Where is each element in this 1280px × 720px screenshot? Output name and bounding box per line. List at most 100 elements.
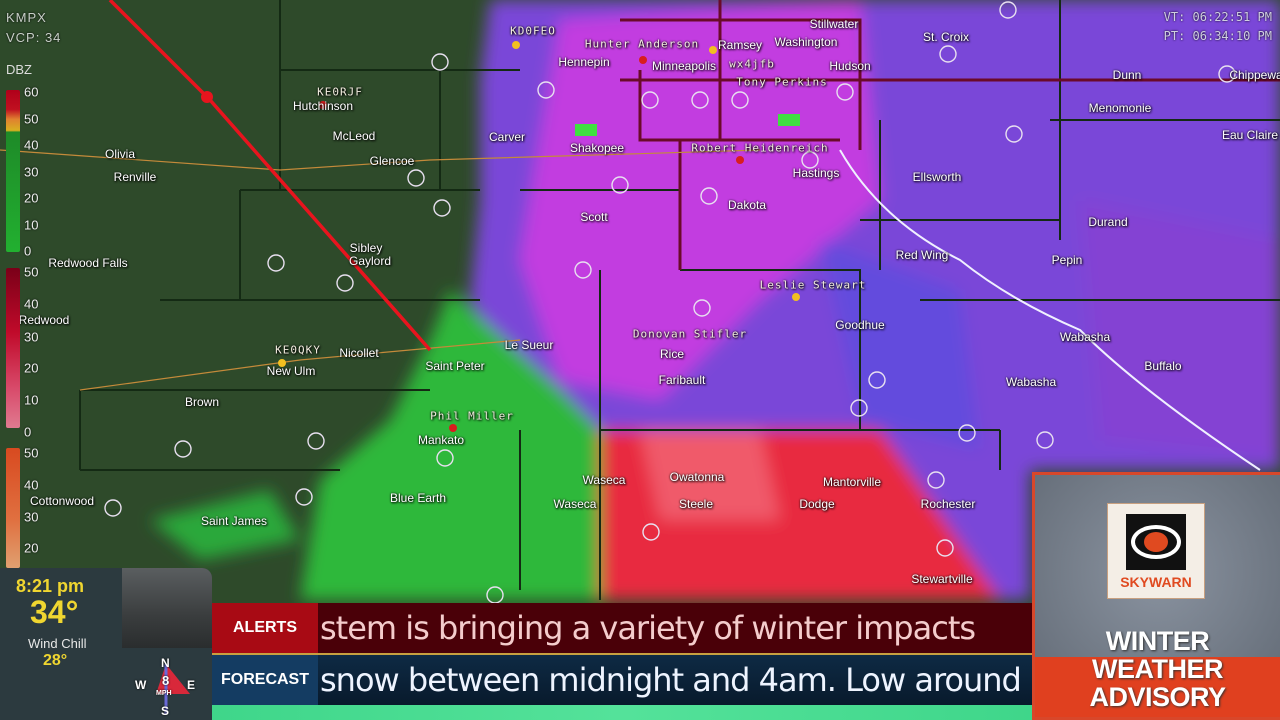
place-label: Blue Earth bbox=[389, 491, 447, 505]
legend-tick: 50 bbox=[24, 111, 39, 127]
place-label: Glencoe bbox=[369, 154, 415, 168]
spotter-label[interactable]: wx4jfb bbox=[729, 57, 775, 71]
spotter-label[interactable]: KD0FEO bbox=[510, 24, 556, 38]
place-label: Chippewa bbox=[1229, 68, 1280, 82]
place-label: Hudson bbox=[829, 59, 871, 73]
alerts-label: ALERTS bbox=[212, 603, 318, 653]
place-label: Brown bbox=[184, 395, 220, 409]
place-label: St. Croix bbox=[922, 30, 970, 44]
county-lines bbox=[79, 0, 1280, 600]
place-label: Washington bbox=[774, 35, 838, 49]
place-label: Redwood Falls bbox=[48, 256, 128, 270]
place-label: Renville bbox=[113, 170, 157, 184]
place-label: Ramsey bbox=[717, 38, 763, 52]
place-label: Rice bbox=[659, 347, 685, 361]
legend-tick: 10 bbox=[24, 217, 39, 233]
alerts-row: ALERTS stem is bringing a variety of win… bbox=[212, 603, 1032, 653]
place-label: Menomonie bbox=[1088, 101, 1152, 115]
legend-tick: 40 bbox=[24, 296, 39, 312]
legend-tick: 50 bbox=[24, 445, 39, 461]
state-border bbox=[839, 149, 1261, 471]
wind-speed: 8 bbox=[162, 673, 170, 688]
spotter-label[interactable]: Phil Miller bbox=[430, 409, 514, 423]
wind-unit: MPH bbox=[156, 690, 172, 697]
news-ticker: ALERTS stem is bringing a variety of win… bbox=[212, 603, 1032, 705]
process-time: PT: 06:34:10 PM bbox=[1163, 29, 1272, 43]
place-label: Dunn bbox=[1112, 68, 1142, 82]
place-label: Red Wing bbox=[895, 248, 949, 262]
place-label: Hastings bbox=[792, 166, 840, 180]
place-label: Pepin bbox=[1051, 253, 1083, 267]
spotter-label[interactable]: Leslie Stewart bbox=[759, 278, 867, 292]
place-label: Buffalo bbox=[1144, 359, 1182, 373]
spotter-label[interactable]: Hunter Anderson bbox=[584, 37, 700, 51]
place-label: Scott bbox=[580, 210, 608, 224]
scan-times: VT: 06:22:51 PM PT: 06:34:10 PM bbox=[1164, 8, 1272, 46]
forecast-row: FORECAST snow between midnight and 4am. … bbox=[212, 655, 1032, 705]
place-label: Nicollet bbox=[339, 346, 379, 360]
bottom-strip bbox=[212, 705, 1032, 720]
radar-site: KMPX bbox=[6, 10, 47, 25]
legend-tick: 30 bbox=[24, 329, 39, 345]
place-label: Wabasha bbox=[1005, 375, 1057, 389]
place-label: Eau Claire bbox=[1221, 128, 1279, 142]
place-label: Goodhue bbox=[835, 318, 885, 332]
legend-tick: 30 bbox=[24, 509, 39, 525]
legend-tick: 40 bbox=[24, 137, 39, 153]
place-label: Wabasha bbox=[1059, 330, 1111, 344]
wind-chill-value: 28° bbox=[43, 652, 68, 669]
place-label: Rochester bbox=[920, 497, 976, 511]
winter-weather-advisory-panel: SKYWARN WINTER WEATHER ADVISORY bbox=[1032, 472, 1280, 720]
place-label: Dakota bbox=[727, 198, 767, 212]
heavy-snow-region bbox=[520, 0, 880, 400]
place-label: Saint Peter bbox=[425, 359, 485, 373]
spotter-label[interactable]: Tony Perkins bbox=[736, 75, 828, 89]
spotter-label[interactable]: KE0RJF bbox=[317, 85, 363, 99]
place-label: Sibley bbox=[349, 241, 383, 255]
legend-title: DBZ bbox=[6, 62, 32, 77]
legend-tick: 20 bbox=[24, 540, 39, 556]
rain-scale-bar bbox=[6, 90, 20, 252]
warning-marker bbox=[575, 124, 597, 136]
place-label: Shakopee bbox=[569, 141, 625, 155]
advisory-line: WINTER bbox=[1105, 626, 1210, 656]
legend-tick: 0 bbox=[24, 424, 32, 440]
legend-tick: 20 bbox=[24, 190, 39, 206]
place-label: Owatonna bbox=[669, 470, 725, 484]
spotter-label[interactable]: KE0QKY bbox=[275, 343, 321, 357]
valid-time: VT: 06:22:51 PM bbox=[1163, 10, 1272, 24]
place-label: Le Sueur bbox=[504, 338, 554, 352]
compass-east: E bbox=[187, 678, 196, 692]
place-label: Waseca bbox=[582, 473, 626, 487]
forecast-label: FORECAST bbox=[212, 655, 318, 705]
skywarn-logo-text: SKYWARN bbox=[1120, 574, 1192, 590]
spotter-label[interactable]: Donovan Stifler bbox=[632, 327, 748, 341]
spotter-dots bbox=[201, 41, 800, 432]
highways bbox=[620, 0, 1280, 270]
place-label: Faribault bbox=[658, 373, 706, 387]
place-label: Hutchinson bbox=[292, 99, 354, 113]
legend-tick: 0 bbox=[24, 243, 32, 259]
radar-site-info: KMPX VCP: 34 bbox=[6, 8, 61, 48]
rain-west bbox=[150, 490, 300, 560]
place-label: Waseca bbox=[553, 497, 597, 511]
wind-arrow-icon bbox=[156, 664, 190, 714]
legend-tick: 40 bbox=[24, 477, 39, 493]
place-label: Hennepin bbox=[558, 55, 610, 69]
legend-tick: 60 bbox=[24, 84, 39, 100]
place-label: Saint James bbox=[200, 514, 268, 528]
legend-tick: 10 bbox=[24, 392, 39, 408]
sky-camera-image bbox=[122, 568, 212, 648]
mix-light bbox=[640, 430, 780, 520]
wind-compass: N S W E 8 MPH bbox=[132, 656, 202, 718]
advisory-line: WEATHER bbox=[1092, 654, 1224, 684]
warning-marker bbox=[778, 114, 800, 126]
spotter-label[interactable]: Robert Heidenreich bbox=[691, 141, 829, 155]
place-label: Gaylord bbox=[348, 254, 392, 268]
skywarn-logo: SKYWARN bbox=[1107, 503, 1205, 599]
legend-tick: 20 bbox=[24, 360, 39, 376]
advisory-title: WINTER WEATHER ADVISORY bbox=[1035, 627, 1280, 711]
eye-icon bbox=[1126, 514, 1186, 570]
forecast-text: snow between midnight and 4am. Low aroun… bbox=[320, 661, 1022, 699]
